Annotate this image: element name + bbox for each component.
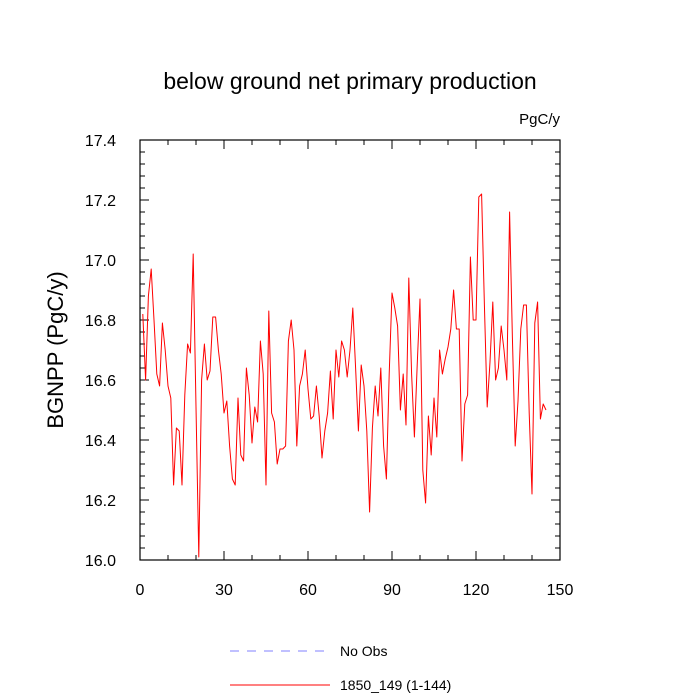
- x-tick-label: 120: [463, 582, 490, 599]
- y-tick-label: 16.6: [85, 373, 116, 390]
- y-tick-label: 16.2: [85, 493, 116, 510]
- chart-title: below ground net primary production: [163, 68, 536, 94]
- legend-label-1850-149: 1850_149 (1-144): [340, 677, 451, 693]
- y-tick-label: 16.0: [85, 553, 116, 570]
- data-series: [142, 193, 547, 558]
- series-line-1: [142, 193, 547, 558]
- x-tick-label: 60: [299, 582, 317, 599]
- y-tick-label: 16.8: [85, 313, 116, 330]
- plot-frame: [139, 139, 561, 561]
- legend-label-no-obs: No Obs: [340, 643, 387, 659]
- y-tick-label: 17.4: [85, 133, 116, 150]
- legend: No Obs 1850_149 (1-144): [230, 643, 451, 693]
- y-axis-label: BGNPP (PgC/y): [43, 271, 68, 428]
- y-tick-label: 17.2: [85, 193, 116, 210]
- x-tick-label: 30: [215, 582, 233, 599]
- x-tick-label: 90: [383, 582, 401, 599]
- x-tick-label: 0: [136, 582, 145, 599]
- y-tick-label: 16.4: [85, 433, 116, 450]
- tick-labels: 0 30 60 90 120 150 16.0 16.2 16.4 16.6 16.8 17.0 17.…: [85, 133, 574, 599]
- units-label: PgC/y: [519, 111, 560, 128]
- x-tick-label: 150: [547, 582, 574, 599]
- y-tick-label: 17.0: [85, 253, 116, 270]
